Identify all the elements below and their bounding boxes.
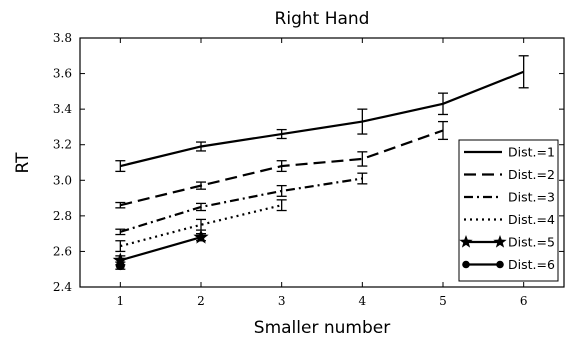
series-line	[120, 204, 282, 248]
series-4	[115, 199, 287, 253]
series-line	[120, 177, 363, 233]
y-tick-label: 2.4	[53, 280, 72, 294]
plot-frame	[79, 37, 565, 288]
x-tick-label: 2	[197, 294, 205, 308]
legend-label: Dist.=3	[508, 190, 555, 205]
legend-dot-marker	[462, 260, 470, 269]
dot-marker	[115, 261, 125, 271]
x-tick-label: 1	[117, 294, 125, 308]
x-tick-label: 6	[520, 294, 528, 308]
y-axis-label: RT	[13, 152, 33, 174]
chart-title: Right Hand	[275, 9, 370, 29]
series-line	[120, 236, 202, 262]
x-tick-label: 3	[278, 294, 286, 308]
legend-box	[458, 139, 559, 282]
series-line	[120, 70, 525, 168]
legend-dot-marker	[496, 260, 504, 269]
legend-label: Dist.=5	[508, 235, 555, 250]
legend-label: Dist.=1	[508, 145, 555, 160]
series-3	[115, 172, 368, 236]
star-marker	[193, 229, 209, 244]
star-marker	[112, 252, 128, 267]
series-6	[115, 261, 126, 271]
legend-star-marker	[459, 235, 473, 248]
x-axis-label: Smaller number	[254, 318, 390, 338]
x-tick-label: 4	[359, 294, 367, 308]
series-5	[112, 229, 209, 267]
series-2	[115, 120, 448, 209]
legend-label: Dist.=6	[508, 257, 555, 272]
legend: Dist.=1 Dist.=2 Dist.=3 Dist.=4 Dist.=5 Dist.…	[458, 139, 559, 282]
x-tick-label: 5	[439, 294, 447, 308]
y-tick-label: 3.0	[53, 173, 72, 187]
y-tick-label: 3.6	[53, 67, 72, 81]
legend-star-marker	[493, 235, 507, 248]
y-tick-label: 3.8	[53, 31, 72, 45]
legend-label: Dist.=4	[508, 212, 555, 227]
y-tick-label: 2.6	[53, 244, 72, 258]
legend-label: Dist.=2	[508, 167, 555, 182]
y-tick-label: 2.8	[53, 209, 72, 223]
series-1	[115, 55, 529, 173]
y-tick-label: 3.2	[53, 138, 72, 152]
y-tick-label: 3.4	[53, 102, 72, 116]
